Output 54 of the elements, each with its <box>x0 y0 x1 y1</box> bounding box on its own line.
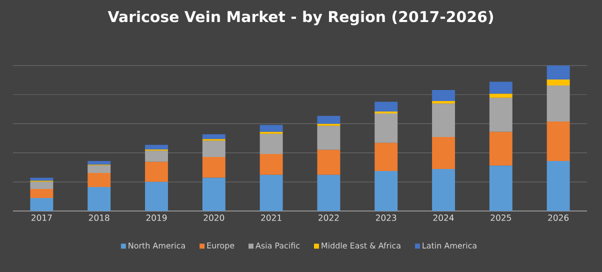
bar <box>88 173 111 187</box>
bar <box>432 101 455 104</box>
bar <box>88 165 111 174</box>
x-tick-label: 2020 <box>204 214 224 221</box>
bar <box>317 150 340 175</box>
x-tick-label: 2023 <box>376 214 396 221</box>
bar <box>432 90 455 102</box>
bar <box>432 104 455 137</box>
bar <box>546 66 570 80</box>
bar <box>202 157 226 178</box>
bar <box>546 122 570 161</box>
bar <box>202 178 226 211</box>
bar <box>432 136 455 169</box>
bar <box>88 187 111 211</box>
bar <box>489 94 512 98</box>
bar <box>145 182 168 211</box>
bar <box>202 140 226 158</box>
x-tick-label: 2022 <box>318 214 339 221</box>
bar <box>432 168 455 211</box>
bar <box>546 80 570 86</box>
bar <box>30 189 54 198</box>
bar <box>489 166 512 211</box>
bar <box>489 82 512 94</box>
bar <box>374 102 398 112</box>
x-tick-label: 2021 <box>261 214 282 221</box>
bar <box>374 114 398 143</box>
bar <box>317 126 340 150</box>
bar <box>30 198 54 211</box>
x-tick-label: 2019 <box>146 214 167 221</box>
bar <box>30 182 54 190</box>
bar <box>489 132 512 166</box>
bar <box>317 116 340 124</box>
bar <box>145 162 168 182</box>
bar <box>374 171 398 211</box>
bar <box>30 178 54 181</box>
bar <box>145 150 168 162</box>
chart-title: Varicose Vein Market - by Region (2017-2026) <box>108 10 494 26</box>
bar <box>260 124 283 132</box>
bar <box>489 98 512 132</box>
bar <box>88 160 111 165</box>
bar <box>546 160 570 211</box>
x-tick-label: 2017 <box>32 214 52 221</box>
x-tick-label: 2025 <box>490 214 511 221</box>
bar <box>317 174 340 211</box>
bar <box>202 134 226 140</box>
x-tick-label: 2026 <box>548 214 569 221</box>
x-tick-label: 2024 <box>433 214 454 221</box>
bar <box>546 85 570 122</box>
bar <box>260 134 283 154</box>
bar <box>260 154 283 175</box>
x-tick-label: 2018 <box>88 214 110 221</box>
bar <box>145 144 168 150</box>
bar <box>260 174 283 211</box>
bar <box>374 142 398 171</box>
